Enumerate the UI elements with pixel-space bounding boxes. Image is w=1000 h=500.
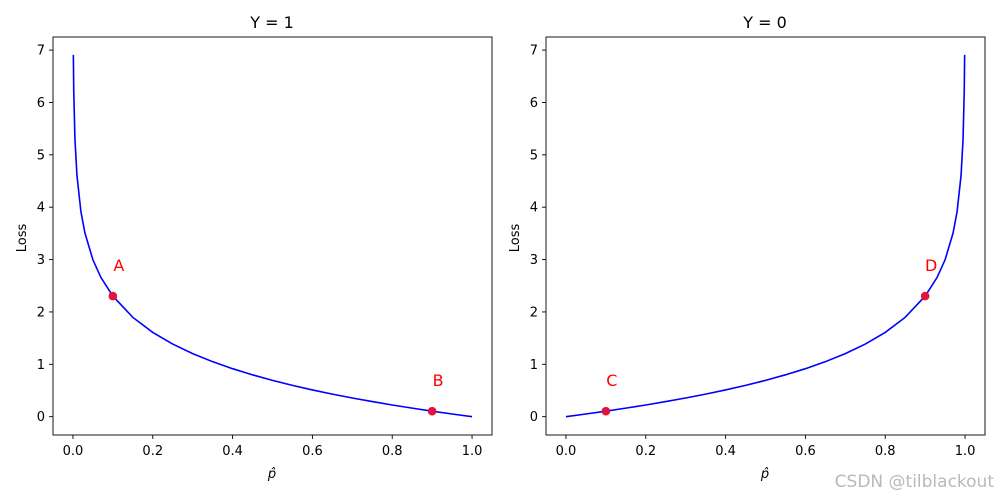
y-tick-label: 0	[530, 410, 538, 425]
x-tick-label: 0.2	[142, 444, 163, 459]
x-tick-label: 0.4	[222, 444, 243, 459]
plot-frame	[545, 36, 986, 436]
y-tick-label: 0	[37, 410, 45, 425]
plot-frame	[52, 36, 493, 436]
point-label-a: A	[113, 256, 124, 275]
x-tick-label: 1.0	[462, 444, 483, 459]
point-c	[601, 406, 611, 416]
watermark-text: CSDN @tilblackout	[834, 472, 994, 492]
y-tick-label: 4	[530, 201, 538, 216]
y-tick-label: 3	[530, 253, 538, 268]
point-d	[920, 291, 930, 301]
y-tick-label: 2	[530, 305, 538, 320]
x-axis-label: p̂	[760, 467, 769, 482]
x-tick-label: 0.0	[63, 444, 84, 459]
x-tick-label: 0.0	[556, 444, 577, 459]
x-tick-label: 0.2	[635, 444, 656, 459]
point-a	[108, 291, 118, 301]
point-label-d: D	[925, 256, 937, 275]
loss-curve-line	[565, 54, 966, 418]
y-tick-label: 4	[37, 201, 45, 216]
x-axis-label: p̂	[267, 467, 276, 482]
y-tick-label: 3	[37, 253, 45, 268]
y-tick-label: 2	[37, 305, 45, 320]
x-tick-label: 0.6	[795, 444, 816, 459]
y-axis-label: Loss	[508, 224, 523, 253]
y-tick-label: 6	[530, 96, 538, 111]
point-label-b: B	[433, 371, 444, 390]
point-label-c: C	[606, 371, 617, 390]
x-tick-label: 0.8	[382, 444, 403, 459]
chart-panel-y0: Y = 0 Loss p̂ C D 0.0 0.2 0.4 0.6 0.8 1.0 0 1 2 3 4 5…	[508, 13, 986, 482]
chart-title: Y = 0	[742, 13, 787, 32]
y-tick-label: 5	[37, 148, 45, 163]
x-tick-label: 0.8	[875, 444, 896, 459]
loss-curve-line	[72, 54, 473, 418]
y-tick-label: 1	[530, 358, 538, 373]
x-tick-label: 0.4	[715, 444, 736, 459]
x-tick-label: 0.6	[302, 444, 323, 459]
x-tick-label: 1.0	[955, 444, 976, 459]
point-b	[427, 406, 437, 416]
y-axis-label: Loss	[15, 224, 30, 253]
y-tick-label: 1	[37, 358, 45, 373]
chart-panel-y1: Y = 1 Loss p̂ A B 0.0 0.2 0.4 0.6 0.8 1.0 0 1 2 3 4 5…	[15, 13, 493, 482]
y-tick-label: 7	[37, 44, 45, 59]
y-tick-label: 5	[530, 148, 538, 163]
y-tick-label: 6	[37, 96, 45, 111]
chart-title: Y = 1	[249, 13, 294, 32]
y-tick-label: 7	[530, 44, 538, 59]
